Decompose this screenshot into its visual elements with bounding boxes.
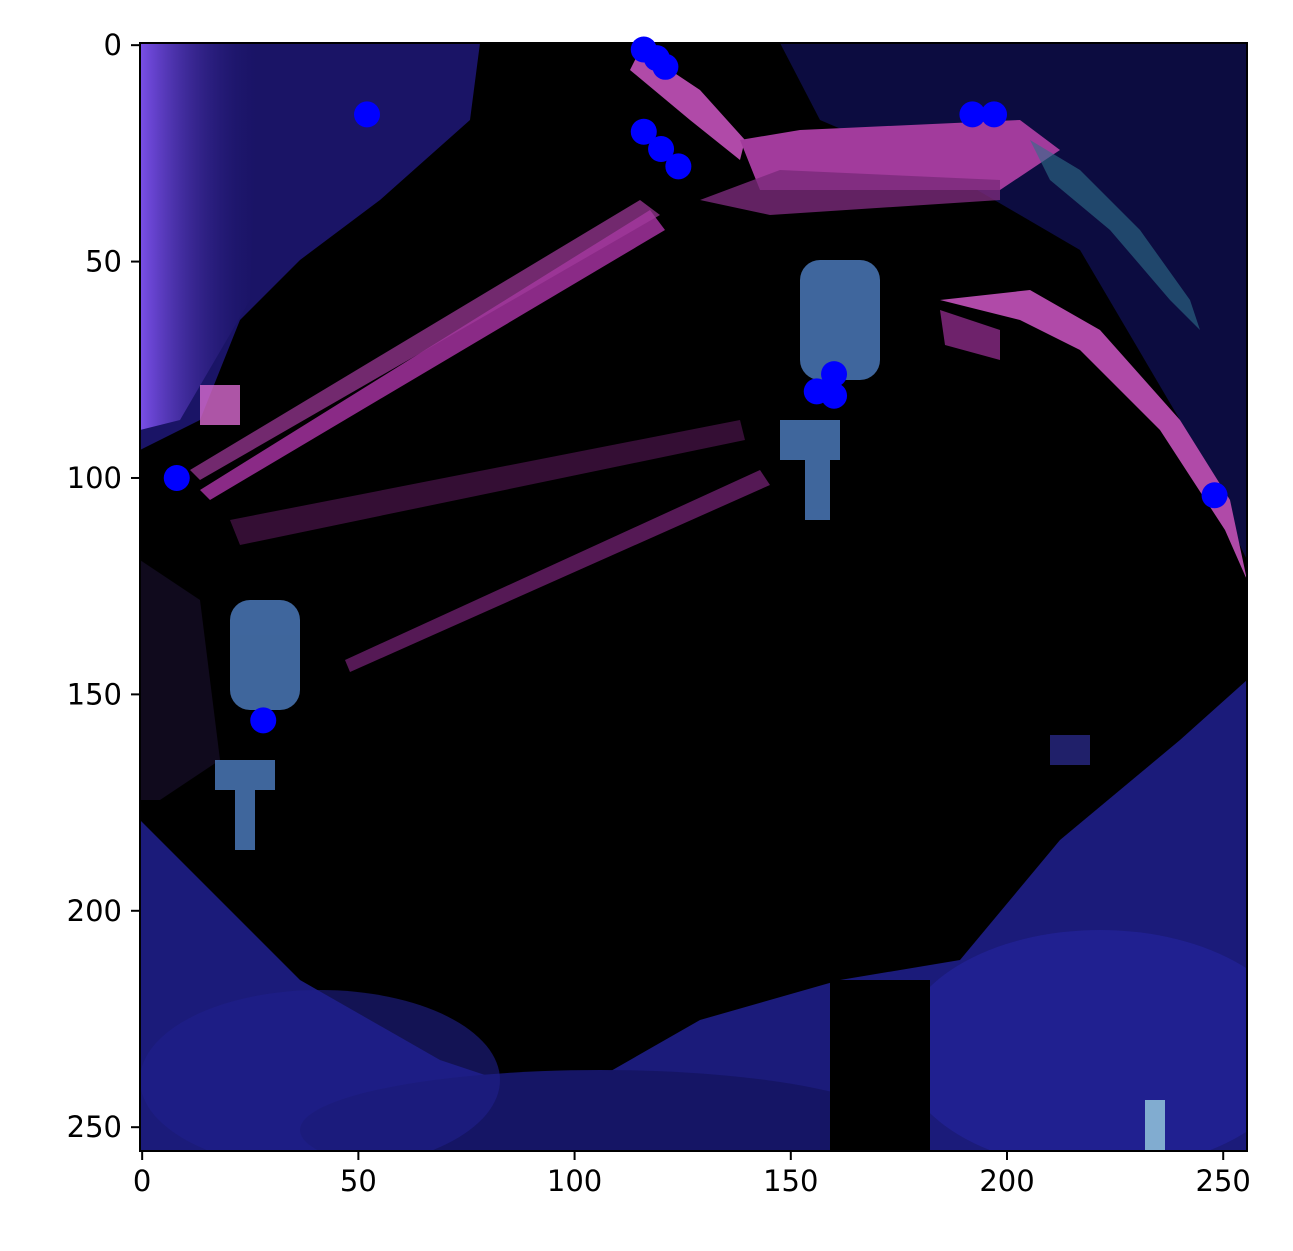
scatter-point — [163, 464, 190, 491]
plot-frame — [139, 42, 1248, 1152]
x-tick-label: 150 — [763, 1164, 818, 1198]
scatter-point — [821, 382, 848, 409]
scatter-point — [981, 101, 1008, 128]
scatter-point — [959, 101, 986, 128]
scatter-point — [354, 101, 381, 128]
scatter-point — [1201, 482, 1228, 509]
y-tick-label: 250 — [67, 1110, 122, 1144]
scatter-point — [821, 361, 848, 388]
y-tick-label: 0 — [104, 28, 122, 62]
y-tick-label: 100 — [67, 461, 122, 495]
scatter-point — [665, 153, 692, 180]
y-tick-label: 200 — [67, 894, 122, 928]
x-tick-label: 50 — [340, 1164, 377, 1198]
x-tick-label: 250 — [1196, 1164, 1251, 1198]
scatter-series — [163, 36, 1228, 734]
x-tick-label: 0 — [133, 1164, 151, 1198]
x-tick-label: 200 — [979, 1164, 1034, 1198]
x-tick-label: 100 — [547, 1164, 602, 1198]
x-axis: 0 50 100 150 200 250 — [133, 1151, 1251, 1198]
y-tick-label: 150 — [67, 677, 122, 711]
y-axis: 0 50 100 150 200 250 — [67, 28, 140, 1144]
y-tick-label: 50 — [85, 245, 122, 279]
scatter-point — [648, 136, 675, 163]
scatter-point — [250, 707, 277, 734]
scatter-point — [652, 53, 679, 80]
scatter-point — [630, 118, 657, 145]
image-background — [140, 43, 1247, 1151]
